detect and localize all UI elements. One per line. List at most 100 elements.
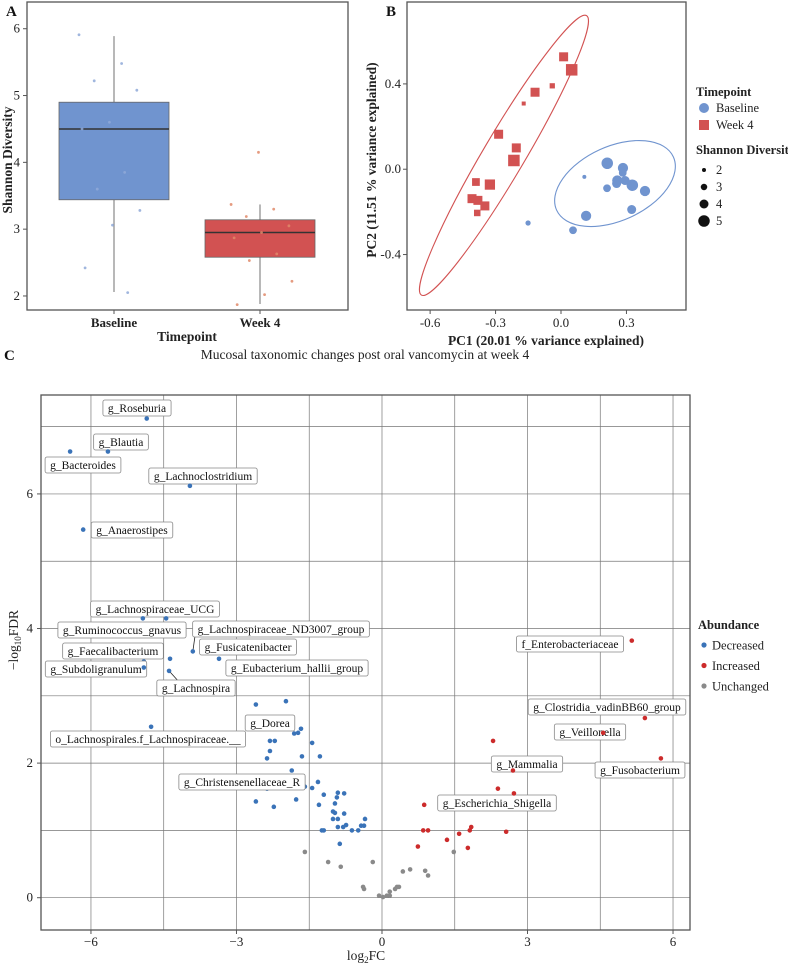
increased-point <box>642 715 648 721</box>
data-point <box>287 224 291 228</box>
decreased-point <box>309 740 315 746</box>
baseline-point <box>582 174 587 179</box>
legend-decreased-dot-icon <box>701 642 707 648</box>
decreased-point <box>289 768 295 773</box>
label-box <box>437 794 557 812</box>
legend-size-label: 4 <box>716 197 723 211</box>
y-tick-label: 5 <box>14 88 21 103</box>
y-tick-label: 6 <box>14 21 21 36</box>
week4-point <box>508 154 520 167</box>
x-tick-label: 0.0 <box>553 315 569 330</box>
label-box <box>516 635 624 653</box>
baseline-point <box>618 168 627 177</box>
decreased-point <box>332 801 338 806</box>
point-label: o_Lachnospirales.f_Lachnospiraceae.__ <box>49 730 247 748</box>
data-point <box>135 88 139 92</box>
volcano-frame <box>40 394 691 931</box>
unchanged-point <box>370 859 376 865</box>
decreased-point <box>298 726 304 732</box>
x-tick-label: Week 4 <box>240 315 281 330</box>
x-tick-label: -0.3 <box>485 315 506 330</box>
label-box <box>44 456 122 474</box>
x-tick-label: -0.6 <box>420 315 441 330</box>
increased-point <box>465 845 471 851</box>
label-text: g_Christensenellaceae_R <box>184 777 301 789</box>
increased-point <box>421 802 427 808</box>
label-box <box>93 433 149 451</box>
pca-panel: PC1 (20.01 % variance explained) PC2 (11… <box>364 1 788 348</box>
point-label: g_Clostridia_vadinBB60_group <box>527 698 687 716</box>
label-box <box>244 714 296 732</box>
x-tick-label: −6 <box>84 934 98 949</box>
y-tick-label: 0.0 <box>385 161 401 176</box>
decreased-point <box>271 804 277 810</box>
increased-point <box>425 828 431 833</box>
data-point <box>275 252 279 256</box>
pca-frame <box>406 1 687 311</box>
volcano-y-axis-title: −log10FDR <box>6 610 23 670</box>
label-text: g_Anaerostipes <box>96 525 168 537</box>
label-text: g_Ruminococcus_gnavus <box>63 625 182 637</box>
data-point <box>290 279 294 283</box>
xlabel-part: FC <box>369 948 386 963</box>
week4-point <box>511 143 521 153</box>
data-point <box>92 79 96 83</box>
label-text: g_Clostridia_vadinBB60_group <box>533 702 681 714</box>
unchanged-point <box>422 868 428 874</box>
point-label: g_Veillonella <box>553 723 627 741</box>
data-point <box>138 209 142 212</box>
week4-point <box>530 87 540 97</box>
data-point <box>257 150 260 154</box>
week4-point <box>549 83 555 89</box>
point-label: g_Lachnospiraceae_ND3007_group <box>192 620 370 652</box>
decreased-point <box>141 665 147 670</box>
volcano-legend-title: Abundance <box>698 618 760 632</box>
decreased-point <box>140 616 146 621</box>
increased-point <box>420 828 426 833</box>
decreased-point <box>335 790 341 796</box>
increased-point <box>456 831 462 837</box>
data-point <box>232 236 236 240</box>
decreased-point <box>341 791 347 796</box>
unchanged-point <box>407 867 413 872</box>
increased-point <box>503 829 509 835</box>
increased-point <box>600 730 606 736</box>
increased-point <box>490 738 496 744</box>
point-label: g_Anaerostipes <box>90 521 174 539</box>
unchanged-point <box>425 873 431 878</box>
baseline-point <box>601 157 614 170</box>
point-label: g_Subdoligranulum <box>44 660 148 678</box>
unchanged-point <box>400 869 406 874</box>
decreased-point <box>315 779 321 785</box>
point-label: g_Christensenellaceae_R <box>178 773 306 791</box>
label-box <box>199 638 297 656</box>
boxplot-x-axis-title: Timepoint <box>157 329 217 344</box>
boxplot-panel: Timepoint Shannon Diversity 2 3 4 5 6 Baselin… <box>0 1 349 344</box>
data-point <box>95 187 99 191</box>
label-box <box>90 600 220 618</box>
decreased-point <box>67 449 73 454</box>
increased-point <box>495 786 501 791</box>
baseline-point <box>627 205 637 215</box>
legend-size-label: 2 <box>716 163 722 177</box>
unchanged-point <box>451 849 457 855</box>
xlabel-subscript: 2 <box>364 955 369 964</box>
decreased-point <box>148 724 154 730</box>
label-box <box>553 723 627 741</box>
point-label: g_Escherichia_Shigella <box>437 794 557 812</box>
confidence-ellipse-week-4 <box>418 14 589 297</box>
x-tick-label: −3 <box>230 934 244 949</box>
data-point <box>244 215 248 218</box>
x-tick-label: Baseline <box>91 315 137 330</box>
label-box <box>102 399 172 417</box>
increased-point <box>444 837 450 843</box>
decreased-point <box>295 730 301 736</box>
panel-label-b: B <box>386 4 396 20</box>
volcano-title: Mucosal taxonomic changes post oral vanc… <box>201 347 530 362</box>
week4-point <box>472 178 480 186</box>
decreased-point <box>341 811 347 816</box>
unchanged-point <box>387 889 393 894</box>
decreased-point <box>267 738 273 744</box>
legend-size-label: 5 <box>716 214 722 228</box>
point-label: g_Faecalibacterium <box>62 642 164 660</box>
